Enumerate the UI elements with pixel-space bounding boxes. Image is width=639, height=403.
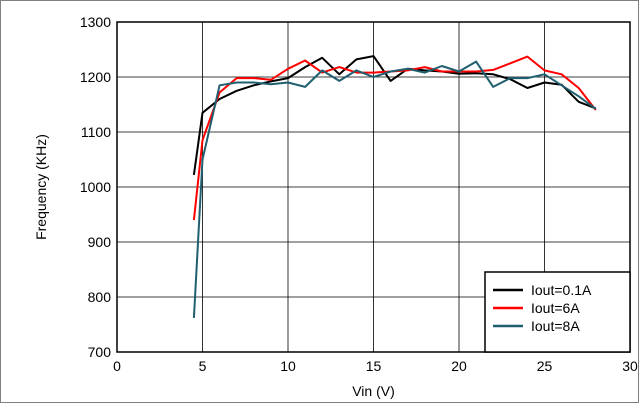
x-axis-title: Vin (V) bbox=[352, 383, 395, 399]
y-tick-label: 800 bbox=[88, 289, 112, 305]
x-tick-label: 30 bbox=[622, 358, 638, 374]
y-tick-label: 700 bbox=[88, 344, 112, 360]
legend-label: Iout=6A bbox=[531, 300, 580, 316]
series-line-3 bbox=[192, 60, 597, 318]
legend-box bbox=[484, 271, 631, 353]
legend: Iout=0.1A Iout=6A Iout=8A bbox=[484, 271, 631, 353]
plot-area bbox=[116, 21, 631, 353]
legend-label: Iout=0.1A bbox=[531, 282, 592, 298]
x-tick-label: 25 bbox=[537, 358, 553, 374]
series-layer bbox=[192, 55, 597, 318]
x-tick-label: 0 bbox=[113, 358, 121, 374]
series-line-2 bbox=[192, 55, 597, 221]
y-tick-label: 1300 bbox=[80, 14, 111, 30]
x-tick-label: 10 bbox=[280, 358, 296, 374]
y-tick-label: 1000 bbox=[80, 179, 111, 195]
y-tick-label: 900 bbox=[88, 234, 112, 250]
x-tick-labels: 0 5 10 15 20 25 30 bbox=[113, 358, 638, 374]
x-tick-label: 15 bbox=[366, 358, 382, 374]
x-tick-label: 20 bbox=[451, 358, 467, 374]
y-tick-label: 1100 bbox=[81, 124, 111, 140]
y-tick-label: 1200 bbox=[80, 69, 111, 85]
series-line-1 bbox=[192, 55, 597, 176]
legend-label: Iout=8A bbox=[531, 318, 580, 334]
x-tick-label: 5 bbox=[199, 358, 207, 374]
y-tick-labels: 700 800 900 1000 1100 1200 1300 bbox=[80, 14, 111, 360]
y-axis-title: Frequency (KHz) bbox=[33, 134, 49, 240]
